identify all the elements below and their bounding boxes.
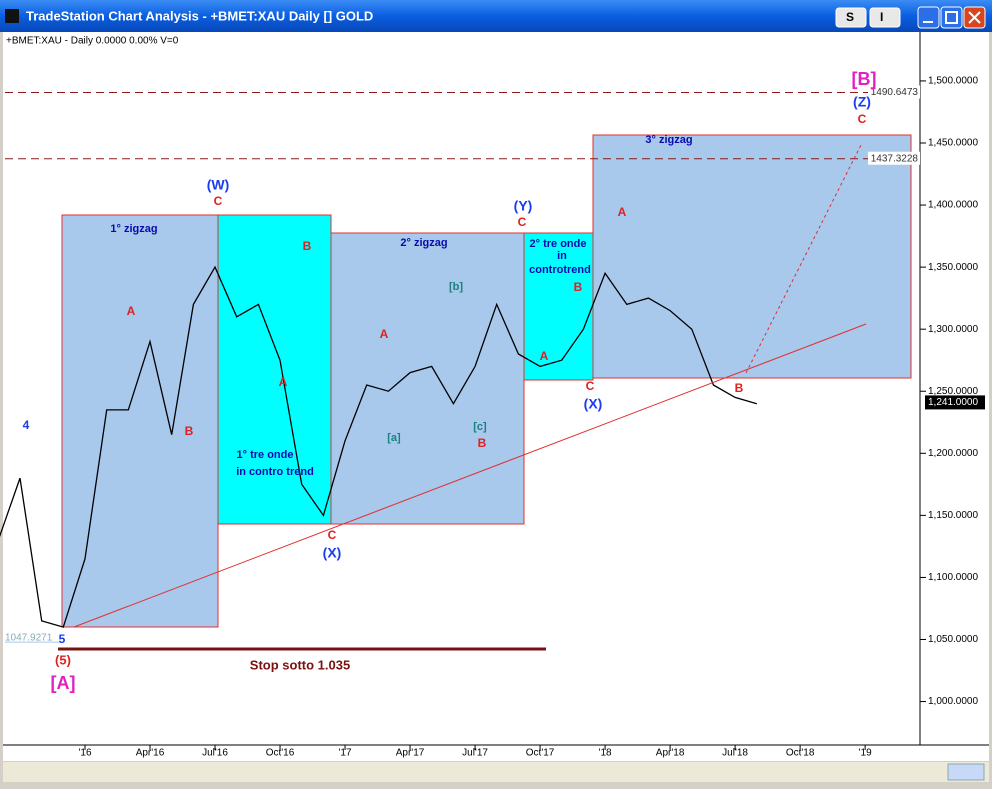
annotation: B (574, 280, 583, 294)
annotation: B (735, 381, 744, 395)
annotation: (X) (584, 396, 603, 412)
annotation: C (586, 379, 595, 393)
annotation: B (185, 424, 194, 438)
maximize-button[interactable] (940, 6, 963, 29)
annotation: (Y) (514, 198, 533, 214)
annotation: 1° zigzag (110, 223, 157, 235)
annotation: 2° zigzag (400, 237, 447, 249)
y-tick-label: 1,050.0000 (928, 634, 978, 645)
annotation: B (478, 436, 487, 450)
x-tick-label: '19 (859, 748, 872, 759)
annotation: 5 (59, 632, 66, 646)
annotation: (5) (55, 652, 71, 667)
annotation: (X) (323, 545, 342, 561)
s-button[interactable] (835, 7, 867, 28)
annotation: in (557, 250, 567, 262)
zone-box (61, 214, 219, 628)
annotation: (W) (207, 177, 230, 193)
zone-box (592, 134, 912, 379)
y-tick-label: 1,400.0000 (928, 200, 978, 211)
annotation: [A] (51, 673, 76, 693)
annotation: A (380, 327, 389, 341)
annotation: A (279, 375, 288, 389)
title-bar (0, 0, 992, 32)
x-tick-label: '18 (599, 748, 612, 759)
annotation: [b] (449, 281, 463, 293)
scroll-thumb[interactable] (947, 763, 985, 781)
annotation: 3° zigzag (645, 134, 692, 146)
i-button[interactable] (869, 7, 901, 28)
annotation: 4 (23, 418, 30, 432)
annotation: C (858, 112, 867, 126)
scrollbar[interactable] (3, 762, 989, 782)
level-label: 1490.6473 (871, 87, 919, 98)
last-price-box (925, 395, 985, 410)
x-tick-label: Apr'16 (136, 748, 165, 759)
y-tick-label: 1,200.0000 (928, 448, 978, 459)
x-tick-label: Oct'18 (786, 748, 815, 759)
s-label: S (846, 10, 854, 24)
level-label: 1047.9271 (5, 633, 53, 644)
x-tick-label: Apr'18 (656, 748, 685, 759)
level-box (868, 151, 920, 165)
annotation: A (618, 205, 627, 219)
x-tick-label: '17 (339, 748, 352, 759)
y-tick-label: 1,250.0000 (928, 386, 978, 397)
annotation: [c] (473, 421, 487, 433)
window-title: TradeStation Chart Analysis - +BMET:XAU … (26, 8, 373, 23)
annotation: A (540, 349, 549, 363)
y-tick-label: 1,150.0000 (928, 510, 978, 521)
annotation: B (303, 239, 312, 253)
x-tick-label: Oct'16 (266, 748, 295, 759)
y-tick-label: 1,300.0000 (928, 324, 978, 335)
annotation: 1° tre onde (237, 449, 294, 461)
zone-box (523, 232, 594, 381)
x-tick-label: '16 (78, 748, 91, 759)
minimize-button[interactable] (917, 6, 940, 29)
y-tick-label: 1,350.0000 (928, 262, 978, 273)
annotation: controtrend (529, 264, 591, 276)
annotation: in contro trend (236, 466, 314, 478)
annotation: A (127, 304, 136, 318)
annotation: C (518, 215, 527, 229)
x-tick-label: Jul'17 (462, 748, 488, 759)
zone-box (217, 214, 332, 525)
x-tick-label: Apr'17 (396, 748, 425, 759)
annotation: C (214, 194, 223, 208)
y-tick-label: 1,100.0000 (928, 572, 978, 583)
x-tick-label: Jul'18 (722, 748, 748, 759)
x-tick-label: Jul'16 (202, 748, 228, 759)
annotation: Stop sotto 1.035 (250, 657, 350, 672)
y-tick-label: 1,450.0000 (928, 138, 978, 149)
annotation: C (328, 528, 337, 542)
last-price-label: 1,241.0000 (928, 397, 978, 408)
annotation: 2° tre onde (530, 238, 587, 250)
level-label: 1437.3228 (871, 153, 919, 164)
y-tick-label: 1,500.0000 (928, 76, 978, 87)
x-tick-label: Oct'17 (526, 748, 555, 759)
i-label: I (880, 10, 883, 24)
app-icon (5, 9, 19, 23)
window-buttons: S I (835, 6, 986, 29)
annotation: (Z) (853, 94, 871, 110)
projection-line (745, 142, 863, 374)
price-line (0, 265, 757, 628)
zone-box (330, 232, 525, 525)
annotation: [B] (852, 69, 877, 89)
trendline (73, 323, 867, 628)
annotation: [a] (387, 432, 401, 444)
status-line: +BMET:XAU - Daily 0.0000 0.00% V=0 (6, 36, 179, 47)
y-tick-label: 1,000.0000 (928, 696, 978, 707)
level-box (868, 85, 920, 99)
